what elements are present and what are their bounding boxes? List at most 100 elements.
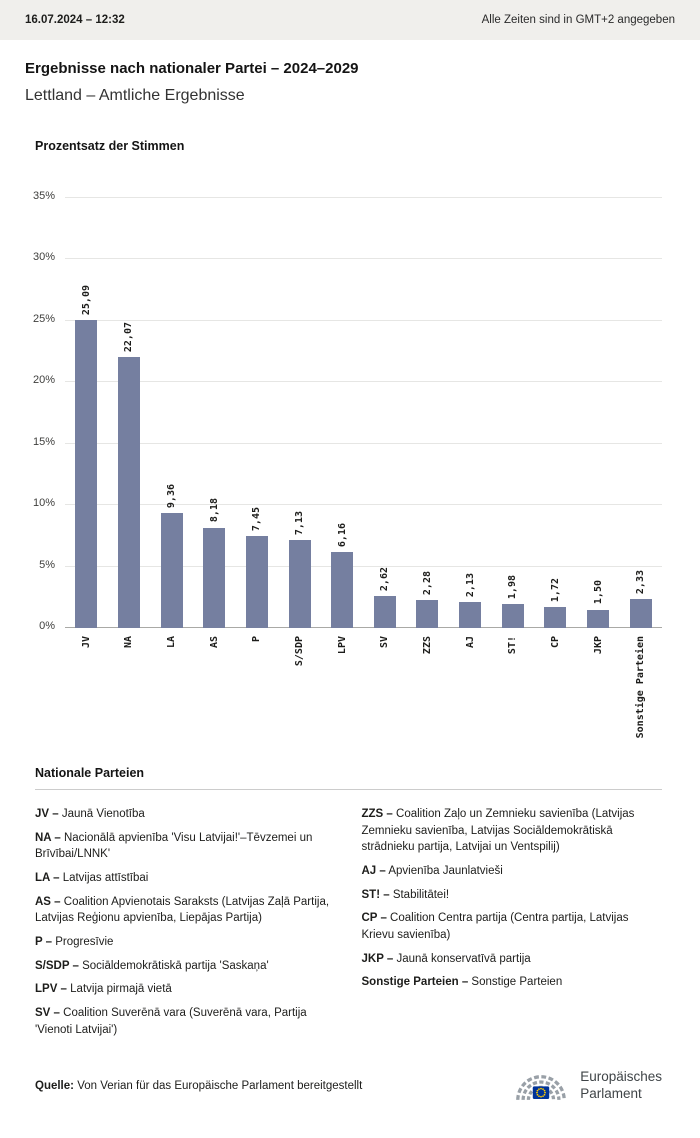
bar — [587, 609, 609, 628]
source-text: Von Verian für das Europäische Parlament… — [77, 1079, 363, 1092]
legend-entry: LPV – Latvija pirmajā vietā — [35, 983, 172, 996]
bar-value-label: 7,45 — [251, 507, 263, 532]
legend-column-right: ZZS – Coalition Zaļo un Zemnieku savienī… — [362, 806, 663, 1045]
legend-entry: P – Progresīvie — [35, 936, 114, 949]
bar-column: 22,07 — [108, 198, 151, 628]
bar-value-label: 9,36 — [166, 483, 178, 509]
x-label-column: AS — [193, 628, 236, 750]
legend-entry: JV – Jaunā Vienotība — [35, 808, 145, 820]
x-axis-label: S/SDP — [294, 636, 306, 667]
x-axis-label: ST! — [507, 636, 519, 655]
y-axis-tick-label: 5% — [39, 558, 55, 571]
bar-column: 6,16 — [321, 198, 364, 628]
party-abbreviation: Sonstige Parteien – — [361, 976, 469, 989]
bar — [203, 527, 226, 628]
bar-value-label: 2,62 — [379, 566, 391, 591]
bar-value-label: 1,50 — [592, 580, 604, 605]
x-axis-baseline: 0% — [39, 620, 662, 632]
party-abbreviation: S/SDP – — [35, 959, 79, 972]
timezone-note: Alle Zeiten sind in GMT+2 angegeben — [481, 14, 675, 26]
gridline: 20% — [33, 374, 662, 386]
x-axis-label: Sonstige Parteien — [635, 636, 647, 739]
bar-column: 2,28 — [406, 198, 449, 628]
x-label-column: JV — [65, 628, 108, 750]
bar — [160, 513, 183, 628]
y-axis-tick-label: 30% — [32, 251, 55, 264]
x-label-column: S/SDP — [278, 628, 321, 750]
legend-entry: JKP – Jaunā konservatīvā partija — [361, 952, 531, 965]
x-label-column: LA — [150, 628, 193, 750]
x-label-column: NA — [108, 628, 151, 750]
legend-entry: CP – Coalition Centra partija (Centra pa… — [361, 912, 629, 942]
party-abbreviation: ZZS – — [361, 808, 393, 820]
party-abbreviation: LA – — [35, 872, 60, 885]
bar-column: 7,45 — [236, 198, 279, 628]
x-axis-label: SV — [379, 636, 391, 649]
ep-logo-text-line1: Europäisches — [580, 1069, 662, 1085]
x-axis-label: AJ — [464, 636, 476, 649]
bar-column: 8,18 — [193, 198, 236, 628]
x-label-column: ZZS — [406, 628, 449, 750]
party-abbreviation: AJ – — [361, 865, 386, 878]
x-axis-label: P — [251, 636, 263, 643]
x-label-column: CP — [534, 628, 577, 750]
party-abbreviation: CP – — [361, 912, 387, 925]
x-axis-label: JKP — [592, 636, 604, 655]
x-label-column: P — [236, 628, 279, 750]
page-subtitle: Lettland – Amtliche Ergebnisse — [25, 87, 245, 104]
bar-value-label: 2,33 — [635, 570, 647, 595]
bar — [416, 600, 439, 628]
x-axis-label: AS — [208, 636, 220, 649]
y-axis-tick-label: 10% — [32, 497, 55, 510]
bar-column: 2,62 — [363, 198, 406, 628]
ep-logo: Europäisches Parlament — [512, 1063, 662, 1108]
bar-value-label: 1,98 — [507, 574, 519, 599]
gridline: 5% — [39, 559, 662, 571]
y-axis-tick-label: 20% — [32, 374, 55, 387]
bar — [245, 536, 268, 628]
bar-value-label: 2,28 — [421, 570, 433, 595]
bar-value-label: 8,18 — [208, 498, 220, 523]
bars-row: 25,09 22,07 9,36 8,18 7,45 7,13 6,16 2,62 2,28 2,… — [65, 198, 662, 628]
bar-value-label: 6,16 — [336, 523, 348, 548]
bar — [629, 599, 652, 628]
main-content: Prozentsatz der Stimmen 0% 5% 10% 15% 20% 25%… — [0, 139, 700, 1138]
legend-entry: Sonstige Parteien – Sonstige Parteien — [361, 976, 563, 989]
party-abbreviation: SV – — [35, 1007, 60, 1020]
legend-entry: ZZS – Coalition Zaļo un Zemnieku savienī… — [361, 808, 635, 854]
ep-hemicycle-icon — [512, 1063, 570, 1108]
gridline: 15% — [33, 436, 662, 448]
party-abbreviation: JV – — [35, 808, 59, 820]
x-axis-label: ZZS — [421, 636, 433, 655]
gridline: 35% — [33, 190, 662, 202]
legend-entry: AS – Coalition Apvienotais Saraksts (Lat… — [35, 895, 330, 925]
bar-column: 2,13 — [449, 198, 492, 628]
legend-divider — [35, 789, 662, 790]
x-label-column: SV — [363, 628, 406, 750]
bar-value-label: 2,13 — [464, 572, 476, 597]
datetime-label: 16.07.2024 – 12:32 — [25, 14, 125, 26]
bar-column: 9,36 — [150, 198, 193, 628]
bar — [459, 601, 482, 628]
bar-column: 1,98 — [491, 198, 534, 628]
source-label: Quelle: — [35, 1079, 74, 1092]
gridline: 30% — [33, 251, 662, 263]
legend-column-left: JV – Jaunā Vienotība NA – Nacionālā apvie… — [35, 806, 336, 1045]
party-abbreviation: LPV – — [35, 983, 67, 996]
footer: Quelle: Von Verian für das Europäische P… — [35, 1063, 662, 1122]
legend-entry: SV – Coalition Suverēnā vara (Suverēnā v… — [35, 1007, 307, 1036]
x-label-column: ST! — [491, 628, 534, 750]
legend-entry: S/SDP – Sociāldemokrātiskā partija 'Sask… — [35, 959, 269, 972]
y-axis-tick-label: 0% — [39, 620, 55, 632]
party-abbreviation: ST! – — [361, 888, 390, 901]
party-abbreviation: NA – — [35, 831, 61, 844]
legend-entry: LA – Latvijas attīstībai — [35, 872, 149, 885]
party-abbreviation: AS – — [35, 895, 61, 908]
x-label-column: Sonstige Parteien — [619, 628, 662, 750]
gridline: 10% — [33, 497, 662, 509]
bar — [544, 606, 567, 628]
y-axis-tick-label: 15% — [32, 435, 55, 448]
bar-column: 1,50 — [577, 198, 620, 628]
y-axis-tick-label: 25% — [32, 312, 55, 325]
title-block: Ergebnisse nach nationaler Partei – 2024… — [0, 40, 700, 105]
